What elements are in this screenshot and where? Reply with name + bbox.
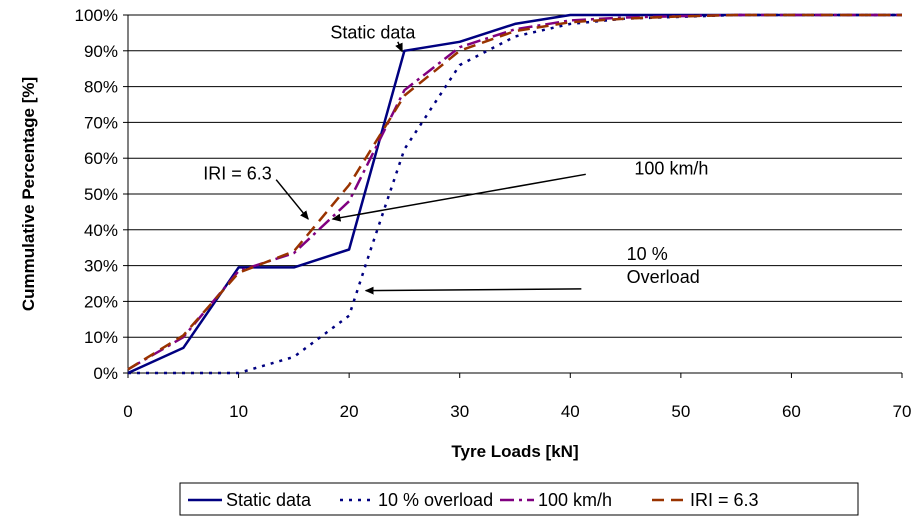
x-axis-title: Tyre Loads [kN] <box>451 442 578 461</box>
annotation-line: 100 km/h <box>634 158 708 178</box>
legend-label: 10 % overload <box>378 490 493 510</box>
annotations: Static data IRI = 6.3 100 km/h 10 % Overload <box>203 22 708 295</box>
x-tick-label: 50 <box>671 402 690 421</box>
y-tick-label: 0% <box>93 364 118 383</box>
y-tick-label: 90% <box>84 42 118 61</box>
annotation-label: 100 km/h <box>634 158 708 178</box>
x-tick-labels: 0 10 20 30 40 50 60 70 <box>123 373 911 421</box>
legend-label: 100 km/h <box>538 490 612 510</box>
x-tick-label: 70 <box>893 402 912 421</box>
annotation-label: Static data <box>330 22 416 42</box>
annotation-line: Static data <box>330 22 416 42</box>
y-tick-labels: 0% 10% 20% 30% 40% 50% 60% 70% 80% 90% 100% <box>75 6 128 383</box>
annotation-label: 10 % Overload <box>627 244 700 287</box>
series-lines <box>127 13 902 375</box>
x-tick-label: 10 <box>229 402 248 421</box>
annotation-label: IRI = 6.3 <box>203 164 272 184</box>
x-tick-label: 20 <box>340 402 359 421</box>
y-tick-label: 100% <box>75 6 118 25</box>
y-tick-label: 70% <box>84 113 118 132</box>
y-tick-label: 80% <box>84 78 118 97</box>
y-axis-title: Cummulative Percentage [%] <box>19 77 38 311</box>
x-tick-label: 0 <box>123 402 132 421</box>
series-line-4 <box>127 13 902 371</box>
annotation-line: 10 % <box>627 244 668 264</box>
annotation-arrow <box>395 41 403 53</box>
legend-label: IRI = 6.3 <box>690 490 759 510</box>
annotation-arrow <box>331 173 586 222</box>
y-tick-label: 50% <box>84 185 118 204</box>
legend: Static data 10 % overload 100 km/h IRI = 6.… <box>179 482 859 516</box>
x-tick-label: 40 <box>561 402 580 421</box>
legend-label: Static data <box>226 490 312 510</box>
x-tick-label: 30 <box>450 402 469 421</box>
annotation-arrow <box>275 179 309 220</box>
y-tick-label: 60% <box>84 149 118 168</box>
annotation-line: IRI = 6.3 <box>203 164 272 184</box>
y-tick-label: 10% <box>84 328 118 347</box>
annotation-arrow <box>364 286 582 295</box>
grid-lines <box>128 14 902 374</box>
y-tick-label: 20% <box>84 292 118 311</box>
x-tick-label: 60 <box>782 402 801 421</box>
y-tick-label: 40% <box>84 221 118 240</box>
annotation-line: Overload <box>627 267 700 287</box>
y-tick-label: 30% <box>84 257 118 276</box>
series-line-3 <box>127 13 902 371</box>
